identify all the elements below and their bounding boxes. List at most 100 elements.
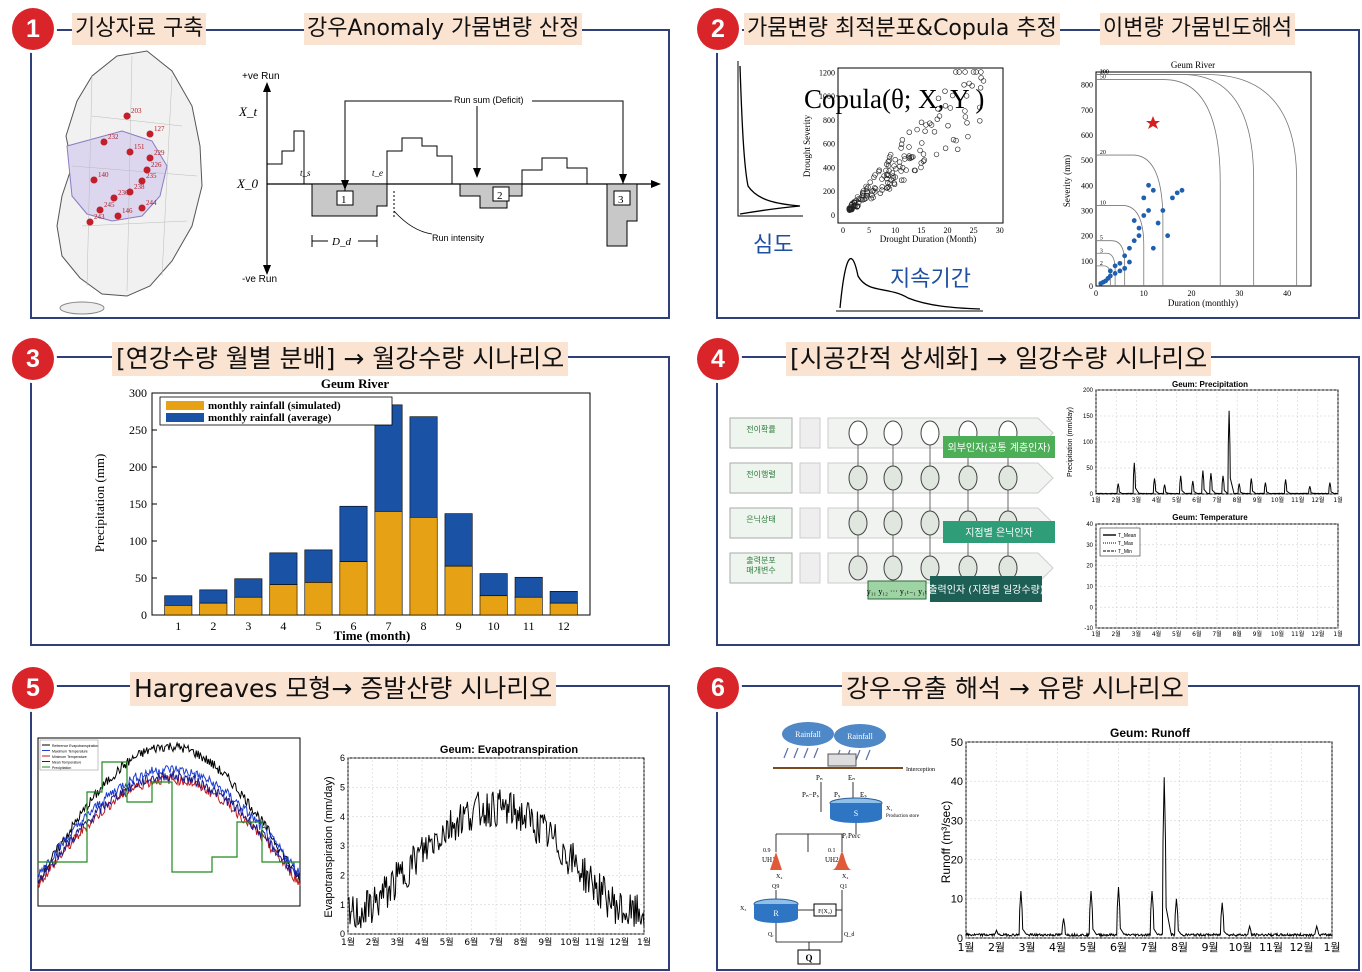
scatter-point <box>906 129 913 135</box>
bar-average <box>234 578 263 598</box>
scatter-point <box>869 192 875 199</box>
scatter-point <box>949 92 956 99</box>
scatter-point <box>886 186 893 192</box>
ps-label: Pₛ <box>834 791 841 799</box>
scatter-point <box>854 204 860 210</box>
x-tick-label: 3월 <box>1018 941 1035 954</box>
weather-station-marker <box>110 194 118 202</box>
scatter-point <box>885 162 892 169</box>
weather-station-marker <box>100 138 108 146</box>
scatter-point <box>903 167 909 173</box>
scatter-point <box>928 122 935 128</box>
y-tick-label: 0 <box>957 933 963 945</box>
bar-average <box>269 552 298 585</box>
scatter-point <box>942 88 948 94</box>
scatter-point <box>867 179 873 185</box>
xt-label: X_t <box>238 104 257 119</box>
drought-event-point <box>1131 238 1137 244</box>
panel-2-number: 2 <box>697 8 739 50</box>
bar-simulated <box>444 565 473 616</box>
scatter-xtick: 20 <box>944 226 952 235</box>
rain-cloud-icon <box>782 722 886 761</box>
scatter-point <box>942 103 949 109</box>
run-box-2: 2 <box>497 190 503 202</box>
y-tick-label: 50 <box>951 737 963 749</box>
scatter-point <box>849 205 855 211</box>
x-tick-label: 8월 <box>1171 941 1188 954</box>
prec-ylabel: Precipitation (mm/day) <box>1067 407 1074 477</box>
split-09: 0.9 <box>763 848 771 854</box>
scatter-point <box>885 179 891 186</box>
copula-scatter: 0 5 10 15 20 25 30 0 200 400 600 800 1000 1200 Drough… <box>802 67 1004 244</box>
legend-label: Precipitation <box>52 766 71 770</box>
weather-station-marker <box>90 176 98 184</box>
scatter-point <box>919 140 925 146</box>
x-tick-label: 10월 <box>560 936 580 948</box>
production-store-label: Production store <box>886 814 920 819</box>
hmm-row-spacer <box>799 462 821 494</box>
scatter-point <box>855 203 861 209</box>
scatter-xtick: 0 <box>841 226 845 235</box>
x-tick-label: 1월 <box>1091 630 1100 638</box>
hmm-node <box>848 420 868 446</box>
legend-tmax: T_Max <box>1118 541 1134 547</box>
hmm-row-label-box <box>729 552 793 584</box>
freq-title: Geum River <box>1171 60 1215 70</box>
panel-6-title: 강우-유출 해석 → 유량 시나리오 <box>842 672 1188 706</box>
bar-simulated <box>479 595 508 616</box>
drought-event-point <box>1112 263 1118 269</box>
return-period-contour <box>1096 205 1145 286</box>
scatter-xtick: 30 <box>996 226 1004 235</box>
scatter-point <box>861 196 868 203</box>
scatter-point <box>890 173 896 179</box>
x-tick-label: 5월 <box>440 936 454 948</box>
run-intensity-label: Run intensity <box>432 233 485 243</box>
x-tick-label: 3 <box>245 619 251 633</box>
scatter-point <box>927 120 933 126</box>
x4-label-2: X₄ <box>842 874 848 880</box>
bar-simulated <box>304 582 333 616</box>
freq-xtick: 10 <box>1140 289 1148 298</box>
y-tick-label: 50 <box>1086 466 1093 472</box>
scatter-point <box>956 69 962 75</box>
harg-legend: Reference Evapotranspiration Maximum Temp… <box>39 739 98 771</box>
contour-label: 200 <box>1100 70 1109 76</box>
x-tick-label: 5월 <box>1172 630 1181 638</box>
legend-average: monthly rainfall (average) <box>208 412 332 424</box>
drought-event-point <box>1131 218 1137 223</box>
scatter-point <box>891 163 897 169</box>
scatter-point <box>935 106 941 112</box>
scatter-point <box>852 199 858 206</box>
panel-1-title-left: 기상자료 구축 <box>72 13 207 45</box>
scatter-point <box>863 183 869 190</box>
bar-average <box>304 549 333 583</box>
weather-station-id: 127 <box>154 125 165 133</box>
x-tick-label: 4월 <box>1152 496 1161 504</box>
scatter-point <box>962 69 968 75</box>
scatter-point <box>978 69 984 75</box>
y-tick-label: 10 <box>951 894 963 906</box>
precipitation-step-series <box>38 761 300 873</box>
y-tick-label: 300 <box>129 386 147 400</box>
x-tick-label: 2월 <box>366 936 380 948</box>
y-tick-label: 30 <box>951 815 963 827</box>
freq-ylabel: Severity (mm) <box>1062 155 1072 207</box>
scatter-ytick: 0 <box>831 211 835 220</box>
scatter-xtick: 10 <box>891 226 899 235</box>
weather-station-id: 229 <box>154 149 165 157</box>
scatter-point <box>901 153 907 159</box>
panel-4-number: 4 <box>697 338 739 380</box>
bar-simulated <box>269 584 298 616</box>
scatter-point <box>964 120 970 126</box>
contour-label: 3 <box>1100 248 1103 254</box>
scatter-point <box>876 168 882 175</box>
band-common-factor: 외부인자(공통 계층인자) <box>948 442 1051 454</box>
drought-event-point <box>1107 273 1113 279</box>
x-tick-label: 1월 <box>341 936 355 948</box>
scatter-point <box>885 158 892 165</box>
drought-event-point <box>1117 268 1123 274</box>
panel-2-title-left: 가뭄변량 최적분포&Copula 추정 <box>744 13 1060 45</box>
x-tick-label: 7월 <box>1212 630 1221 638</box>
